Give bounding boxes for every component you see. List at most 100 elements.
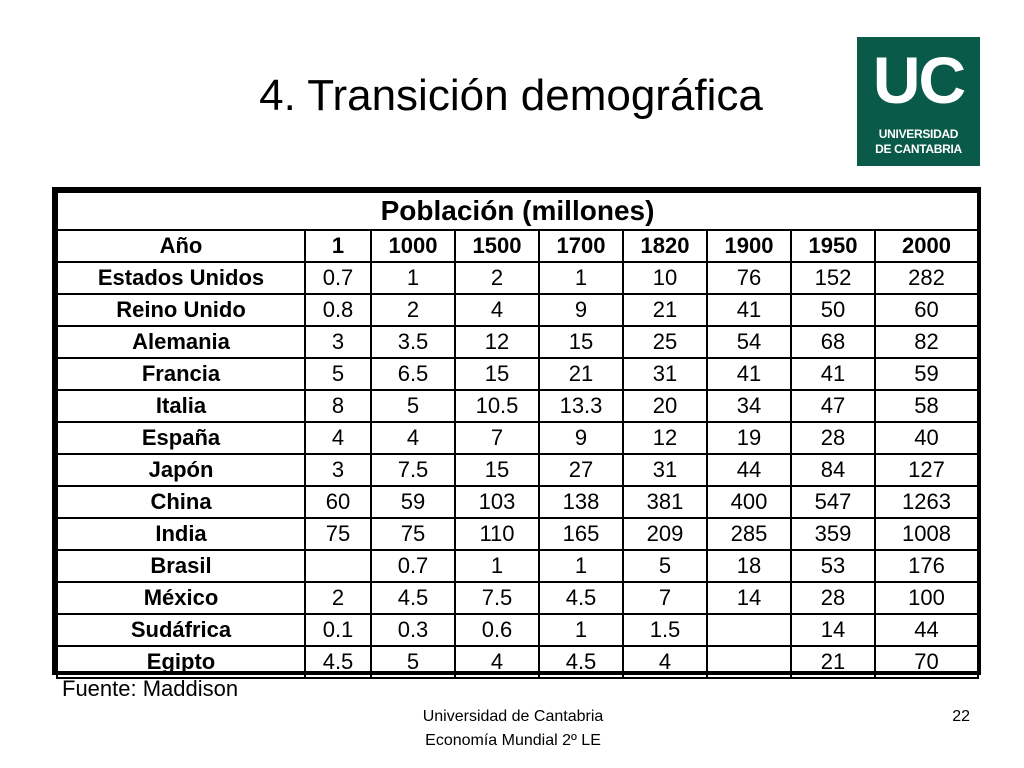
population-cell: 10.5	[454, 389, 540, 423]
country-cell: Alemania	[56, 325, 306, 359]
population-cell: 209	[622, 517, 708, 551]
population-cell: 0.3	[370, 613, 456, 647]
population-cell: 9	[538, 293, 624, 327]
table-row: España 4 4 7 9 12 19 28 40	[56, 421, 980, 455]
population-cell: 13.3	[538, 389, 624, 423]
population-cell: 1.5	[622, 613, 708, 647]
source-note: Fuente: Maddison	[62, 676, 239, 701]
logo-line-2: DE CANTABRIA	[875, 142, 962, 156]
header-cell: 1	[304, 229, 372, 263]
population-cell: 53	[790, 549, 876, 583]
table-row: Francia 5 6.5 15 21 31 41 41 59	[56, 357, 980, 391]
country-cell: Francia	[56, 357, 306, 391]
population-cell: 4.5	[538, 581, 624, 615]
slide-title: 4. Transición demográfica	[0, 68, 1024, 124]
table-row: Brasil 0.7 1 1 5 18 53 176	[56, 549, 980, 583]
population-cell: 165	[538, 517, 624, 551]
country-cell: Reino Unido	[56, 293, 306, 327]
population-cell: 7.5	[454, 581, 540, 615]
country-cell: Japón	[56, 453, 306, 487]
logo-line-1: UNIVERSIDAD	[878, 127, 959, 141]
population-cell: 7	[454, 421, 540, 455]
table-row: Estados Unidos 0.7 1 2 1 10 76 152 282	[56, 261, 980, 295]
population-cell: 75	[304, 517, 372, 551]
header-cell: 1700	[538, 229, 624, 263]
population-cell	[706, 645, 792, 679]
population-cell: 138	[538, 485, 624, 519]
population-cell: 68	[790, 325, 876, 359]
population-cell: 4	[454, 293, 540, 327]
population-cell: 1	[370, 261, 456, 295]
population-cell: 1	[538, 549, 624, 583]
population-cell: 127	[873, 453, 980, 487]
population-cell: 6.5	[370, 357, 456, 391]
population-cell: 28	[790, 581, 876, 615]
population-cell: 20	[622, 389, 708, 423]
header-cell: Año	[56, 229, 306, 263]
table-row: Reino Unido 0.8 2 4 9 21 41 50 60	[56, 293, 980, 327]
table-row: Alemania 3 3.5 12 15 25 54 68 82	[56, 325, 980, 359]
country-cell: Egipto	[56, 645, 306, 679]
population-cell: 47	[790, 389, 876, 423]
population-cell	[706, 613, 792, 647]
population-cell: 84	[790, 453, 876, 487]
population-cell: 25	[622, 325, 708, 359]
population-cell: 1008	[873, 517, 980, 551]
header-cell: 1500	[454, 229, 540, 263]
header-cell: 2000	[873, 229, 980, 263]
table-row: Egipto 4.5 5 4 4.5 4 21 70	[56, 645, 980, 679]
table-row: Sudáfrica 0.1 0.3 0.6 1 1.5 14 44	[56, 613, 980, 647]
population-cell: 59	[370, 485, 456, 519]
footer-line-2: Economía Mundial 2º LE	[425, 732, 601, 749]
population-cell: 2	[304, 581, 372, 615]
country-cell: Sudáfrica	[56, 613, 306, 647]
population-table: Población (millones) Año 1 1000 1500 170…	[52, 187, 981, 679]
population-cell: 59	[873, 357, 980, 391]
population-cell: 1	[454, 549, 540, 583]
population-cell: 5	[304, 357, 372, 391]
population-cell: 4.5	[538, 645, 624, 679]
population-cell: 12	[622, 421, 708, 455]
population-cell: 82	[873, 325, 980, 359]
population-cell: 381	[622, 485, 708, 519]
population-cell: 31	[622, 453, 708, 487]
footer: Universidad de Cantabria Economía Mundia…	[0, 705, 1024, 753]
population-cell: 21	[622, 293, 708, 327]
population-cell: 110	[454, 517, 540, 551]
country-cell: China	[56, 485, 306, 519]
population-cell: 75	[370, 517, 456, 551]
population-cell: 18	[706, 549, 792, 583]
population-cell: 547	[790, 485, 876, 519]
population-cell: 2	[454, 261, 540, 295]
population-cell: 4	[304, 421, 372, 455]
population-cell: 21	[538, 357, 624, 391]
population-cell: 103	[454, 485, 540, 519]
population-cell: 54	[706, 325, 792, 359]
population-cell: 19	[706, 421, 792, 455]
population-cell: 60	[873, 293, 980, 327]
population-cell: 44	[873, 613, 980, 647]
population-cell: 8	[304, 389, 372, 423]
population-cell: 1263	[873, 485, 980, 519]
population-cell: 34	[706, 389, 792, 423]
country-cell: México	[56, 581, 306, 615]
population-cell: 5	[370, 389, 456, 423]
table-body: Estados Unidos 0.7 1 2 1 10 76 152 282 Reino Unid…	[56, 261, 980, 679]
header-cell: 1000	[370, 229, 456, 263]
population-cell: 28	[790, 421, 876, 455]
population-cell: 41	[790, 357, 876, 391]
population-cell: 15	[454, 357, 540, 391]
country-cell: Estados Unidos	[56, 261, 306, 295]
population-cell: 285	[706, 517, 792, 551]
population-cell: 0.6	[454, 613, 540, 647]
population-cell: 7.5	[370, 453, 456, 487]
population-cell: 27	[538, 453, 624, 487]
logo-uc-text: UC	[872, 43, 966, 117]
population-cell: 9	[538, 421, 624, 455]
population-cell: 4	[454, 645, 540, 679]
population-cell: 282	[873, 261, 980, 295]
population-cell: 4	[622, 645, 708, 679]
table-row: Japón 3 7.5 15 27 31 44 84 127	[56, 453, 980, 487]
population-cell: 44	[706, 453, 792, 487]
population-cell: 12	[454, 325, 540, 359]
